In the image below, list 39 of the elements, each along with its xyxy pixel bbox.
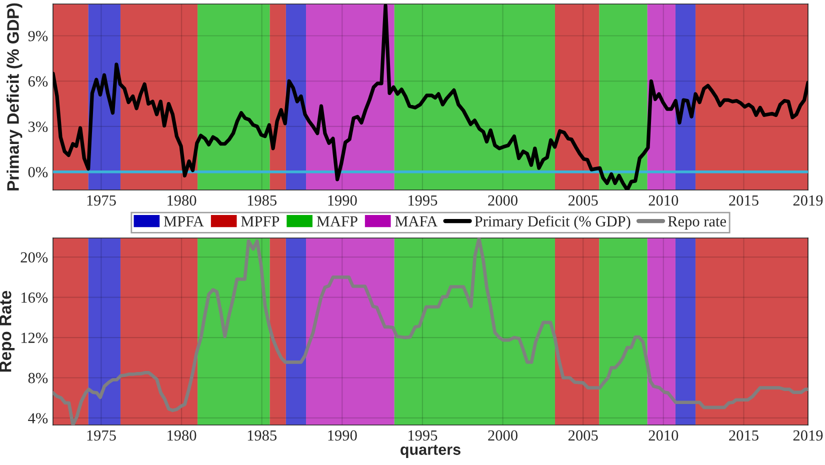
legend-label: MAFP [316,216,358,226]
legend-label: MPFA [164,216,204,226]
x-tick-label: 2015 [729,430,758,441]
x-tick-label: 1995 [408,430,438,441]
y-tick-label: 20% [20,252,48,263]
x-axis-title: quarters [400,444,460,458]
x-tick-label: 2019 [793,430,823,441]
x-tick-label: 1995 [408,195,438,206]
y-tick-label: 8% [28,372,48,384]
y-tick-label: 9% [28,30,48,42]
y-tick-label: 0% [28,166,48,178]
legend-label: Repo rate [668,216,726,230]
x-tick-label: 1985 [248,430,277,441]
x-tick-label: 2015 [729,195,758,206]
x-tick-label: 2019 [793,195,823,206]
x-tick-label: 2010 [648,430,678,441]
legend-label: MPFP [241,216,280,226]
x-tick-label: 1990 [328,430,357,441]
y-tick-label: 4% [28,413,48,424]
y-tick-label: 3% [28,122,48,132]
x-tick-label: 1985 [248,195,277,206]
y-axis-title: Primary Deficit (% GDP) [6,3,22,190]
x-tick-label: 1975 [87,195,116,206]
x-tick-label: 1980 [168,195,196,206]
x-tick-label: 1975 [87,430,116,441]
x-tick-label: 2010 [648,195,678,206]
x-tick-label: 2005 [568,195,598,206]
x-tick-label: 1990 [328,195,357,206]
x-tick-label: 1980 [168,430,196,441]
x-tick-label: 2000 [488,430,518,441]
x-tick-label: 2005 [568,430,598,441]
x-tick-label: 2000 [488,195,518,206]
y-tick-label: 12% [21,332,48,344]
y-tick-label: 16% [21,292,48,303]
legend-label: Primary Deficit (% GDP) [474,216,630,230]
y-tick-label: 6% [28,76,48,87]
line-series [53,238,808,425]
y-axis-title: Repo Rate [0,290,15,372]
legend-label: MAFA [395,216,438,226]
